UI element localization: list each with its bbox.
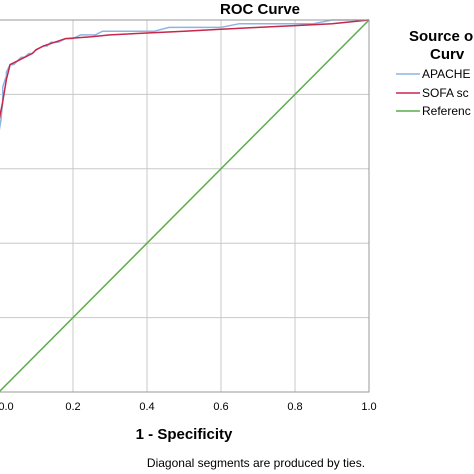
x-axis-ticks: 0.0 0.2 0.4 0.6 0.8 1.0 — [0, 401, 377, 413]
series-line-sofa-sc — [0, 19, 370, 120]
x-tick-label: 0.4 — [139, 401, 154, 413]
grid-lines — [0, 20, 369, 392]
series-line-referenc — [0, 19, 370, 393]
x-axis-label: 1 - Specificity — [136, 426, 233, 443]
legend-label-reference: Referenc — [422, 104, 471, 118]
legend-label-sofa: SOFA sc — [422, 86, 469, 100]
legend-title-line-2: Curv — [430, 46, 465, 63]
x-tick-label: 0.8 — [287, 401, 302, 413]
reference-series — [0, 19, 370, 393]
x-tick-label: 0.0 — [0, 401, 14, 413]
footnote: Diagonal segments are produced by ties. — [147, 456, 365, 470]
x-tick-label: 0.2 — [65, 401, 80, 413]
plot-frame — [0, 19, 370, 393]
x-tick-label: 0.6 — [213, 401, 228, 413]
chart-title: ROC Curve — [220, 1, 300, 18]
legend-title-line-1: Source o — [409, 28, 473, 45]
legend: Source o Curv APACHE SOFA sc Referenc — [396, 28, 473, 118]
x-tick-label: 1.0 — [361, 401, 376, 413]
legend-label-apache: APACHE — [422, 67, 470, 81]
roc-curves — [0, 19, 370, 131]
